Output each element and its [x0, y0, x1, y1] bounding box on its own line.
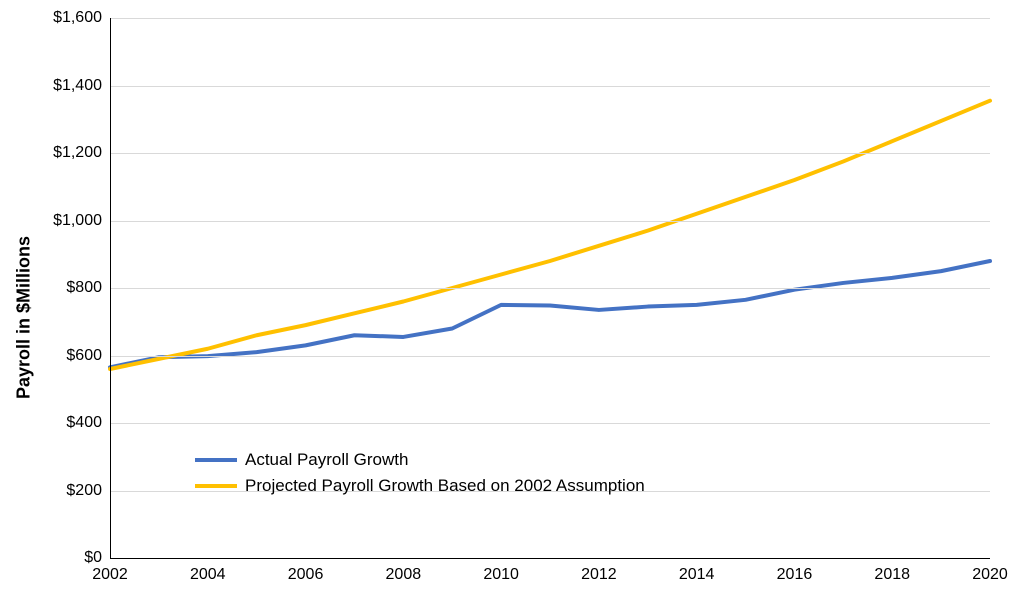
x-tick-label: 2018: [874, 558, 910, 584]
x-tick-label: 2004: [190, 558, 226, 584]
y-tick-label: $1,200: [53, 144, 110, 162]
gridline: [110, 86, 990, 87]
x-tick-label: 2014: [679, 558, 715, 584]
y-tick-label: $1,000: [53, 212, 110, 230]
legend: Actual Payroll Growth Projected Payroll G…: [195, 450, 645, 502]
series-line: [110, 101, 990, 369]
gridline: [110, 18, 990, 19]
y-tick-label: $200: [66, 482, 110, 500]
legend-label: Actual Payroll Growth: [245, 450, 408, 470]
gridline: [110, 423, 990, 424]
y-tick-label: $1,400: [53, 77, 110, 95]
gridline: [110, 288, 990, 289]
y-tick-label: $1,600: [53, 9, 110, 27]
x-tick-label: 2008: [386, 558, 422, 584]
y-tick-label: $800: [66, 279, 110, 297]
series-line: [110, 261, 990, 367]
x-tick-label: 2020: [972, 558, 1008, 584]
x-axis-line: [110, 558, 990, 559]
gridline: [110, 356, 990, 357]
y-tick-label: $400: [66, 414, 110, 432]
y-axis-line: [110, 18, 111, 558]
legend-swatch: [195, 484, 237, 488]
x-tick-label: 2016: [777, 558, 813, 584]
y-tick-label: $600: [66, 347, 110, 365]
legend-item: Actual Payroll Growth: [195, 450, 645, 470]
legend-label: Projected Payroll Growth Based on 2002 A…: [245, 476, 645, 496]
gridline: [110, 153, 990, 154]
y-axis-title: Payroll in $Millions: [14, 236, 35, 399]
x-tick-label: 2010: [483, 558, 519, 584]
x-tick-label: 2006: [288, 558, 324, 584]
payroll-growth-chart: Payroll in $Millions $0$200$400$600$800$…: [0, 0, 1024, 614]
gridline: [110, 221, 990, 222]
x-tick-label: 2002: [92, 558, 128, 584]
legend-item: Projected Payroll Growth Based on 2002 A…: [195, 476, 645, 496]
x-tick-label: 2012: [581, 558, 617, 584]
legend-swatch: [195, 458, 237, 462]
